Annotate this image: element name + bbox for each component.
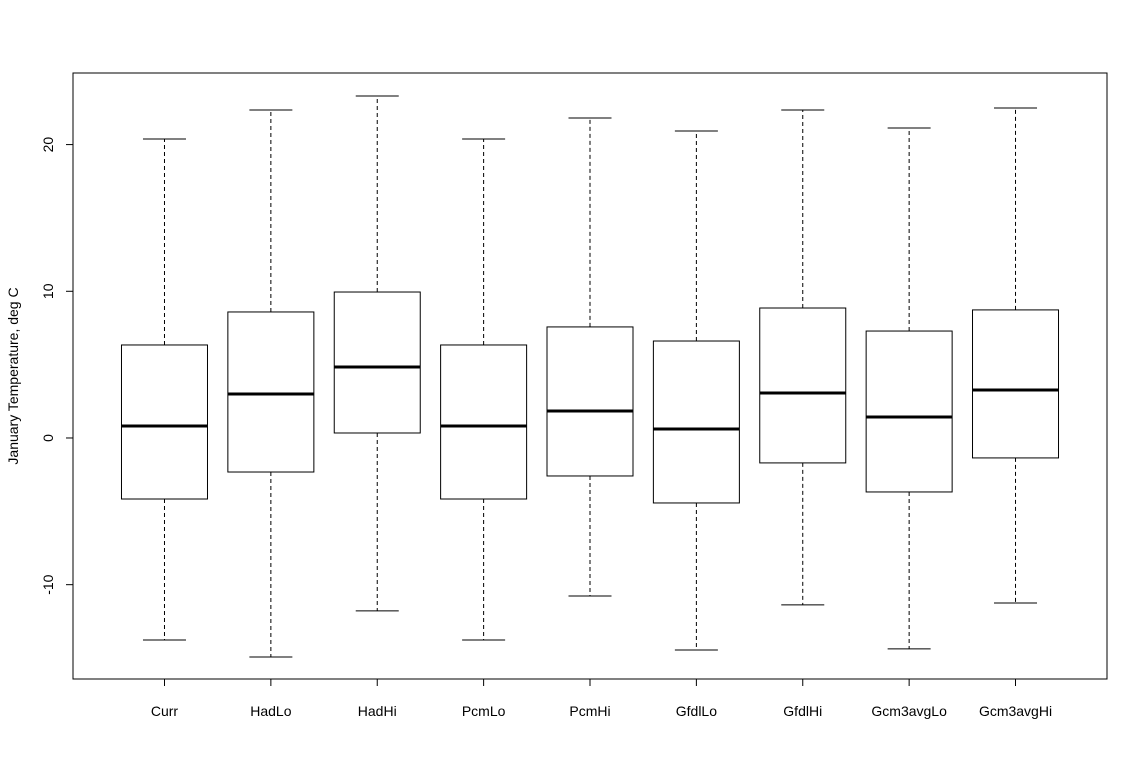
box — [972, 309, 1060, 459]
box — [865, 330, 953, 493]
x-tick-label: HadHi — [358, 703, 397, 719]
box — [227, 311, 315, 473]
x-tick-label: Curr — [151, 703, 179, 719]
y-axis-label: January Temperature, deg C — [5, 287, 21, 464]
x-tick-label: Gcm3avgHi — [979, 703, 1052, 719]
box — [333, 291, 421, 434]
x-tick-label: GfdlHi — [783, 703, 822, 719]
x-tick-label: PcmLo — [462, 703, 506, 719]
y-tick-label: 0 — [40, 434, 56, 442]
y-tick-label: 20 — [40, 137, 56, 153]
box — [759, 307, 847, 464]
x-tick-label: HadLo — [250, 703, 291, 719]
x-tick-label: GfdlLo — [676, 703, 717, 719]
box — [120, 344, 208, 500]
y-tick-label: 10 — [40, 283, 56, 299]
x-tick-label: Gcm3avgLo — [871, 703, 947, 719]
x-tick-label: PcmHi — [569, 703, 610, 719]
y-tick-label: -10 — [40, 574, 56, 594]
box — [440, 344, 528, 500]
box — [652, 340, 740, 504]
box — [546, 326, 634, 477]
